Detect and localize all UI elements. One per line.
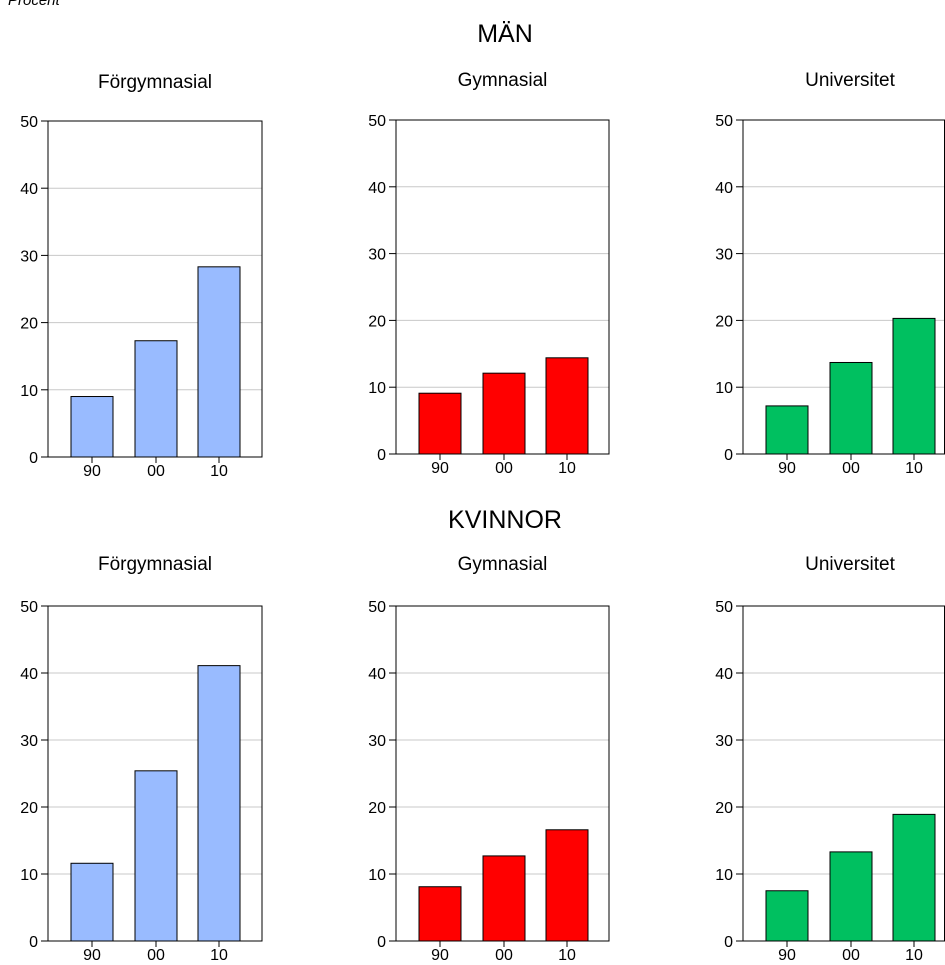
- chart-panel-4: Förgymnasial 0 10 20 30 40 50 90 00 10: [20, 554, 263, 964]
- y-tick-label: 40: [368, 180, 386, 197]
- y-tick-label: 0: [724, 934, 733, 951]
- panel-title: Universitet: [805, 554, 895, 575]
- bar: [892, 813, 936, 942]
- y-tick-label: 10: [20, 383, 38, 400]
- y-tick-label: 10: [368, 380, 386, 397]
- y-tick-label: 20: [20, 800, 38, 817]
- panel-title: Förgymnasial: [98, 554, 212, 575]
- y-tick-label: 20: [715, 313, 733, 330]
- bar: [765, 890, 809, 942]
- x-tick-label: 00: [495, 460, 513, 477]
- chart-panel-6: Universitet 0 10 20 30 40 50 90 00 10: [715, 554, 945, 964]
- y-tick-label: 20: [368, 800, 386, 817]
- y-tick-label: 10: [715, 867, 733, 884]
- group-title-men: MÄN: [477, 20, 533, 48]
- bar: [765, 405, 809, 455]
- y-tick-label: 10: [20, 867, 38, 884]
- chart-panel-5: Gymnasial 0 10 20 30 40 50 90 00 10: [368, 554, 610, 964]
- y-tick-label: 30: [715, 733, 733, 750]
- x-tick-label: 90: [778, 947, 796, 960]
- chart-panel-1: Förgymnasial 0 10 20 30 40 50 90 00 10: [20, 72, 263, 480]
- y-tick-label: 10: [368, 867, 386, 884]
- bar: [545, 829, 589, 942]
- y-tick-label: 30: [368, 247, 386, 264]
- x-tick-label: 00: [842, 947, 860, 960]
- y-tick-label: 20: [368, 313, 386, 330]
- panel-title: Universitet: [805, 70, 895, 91]
- y-tick-label: 20: [20, 316, 38, 333]
- y-tick-label: 30: [368, 733, 386, 750]
- y-tick-label: 0: [29, 934, 38, 951]
- y-tick-label: 50: [715, 113, 733, 130]
- x-tick-label: 90: [431, 947, 449, 960]
- x-tick-label: 10: [558, 460, 576, 477]
- group-title-women: KVINNOR: [448, 506, 562, 534]
- y-tick-label: 20: [715, 800, 733, 817]
- x-tick-label: 00: [495, 947, 513, 960]
- x-tick-label: 10: [210, 463, 228, 480]
- bar: [134, 770, 178, 942]
- x-tick-label: 90: [83, 947, 101, 960]
- x-tick-label: 10: [905, 947, 923, 960]
- y-tick-label: 30: [715, 247, 733, 264]
- chart-panel-2: Gymnasial 0 10 20 30 40 50 90 00 10: [368, 70, 610, 477]
- x-tick-label: 00: [147, 463, 165, 480]
- bar: [197, 266, 241, 458]
- y-tick-label: 30: [20, 733, 38, 750]
- bar: [482, 855, 526, 942]
- y-tick-label: 40: [368, 666, 386, 683]
- bar: [892, 317, 936, 455]
- panel-title: Gymnasial: [458, 554, 548, 575]
- y-tick-label: 50: [20, 599, 38, 616]
- y-tick-label: 0: [377, 934, 386, 951]
- y-tick-label: 50: [368, 599, 386, 616]
- y-tick-label: 40: [20, 181, 38, 198]
- bar: [829, 851, 873, 942]
- bar: [197, 665, 241, 942]
- chart-panel-3: Universitet 0 10 20 30 40 50 90 00 10: [715, 70, 945, 477]
- unit-label: Procent: [8, 0, 61, 9]
- x-tick-label: 00: [842, 460, 860, 477]
- y-tick-label: 40: [715, 666, 733, 683]
- panel-title: Gymnasial: [458, 70, 548, 91]
- y-tick-label: 40: [20, 666, 38, 683]
- bar: [70, 862, 114, 942]
- y-tick-label: 50: [20, 114, 38, 131]
- x-tick-label: 00: [147, 947, 165, 960]
- bar: [829, 361, 873, 455]
- bar: [418, 392, 462, 455]
- y-tick-label: 0: [29, 450, 38, 467]
- y-tick-label: 0: [377, 447, 386, 464]
- y-tick-label: 40: [715, 180, 733, 197]
- panel-title: Förgymnasial: [98, 72, 212, 93]
- y-tick-label: 0: [724, 447, 733, 464]
- y-tick-label: 30: [20, 248, 38, 265]
- bar: [545, 357, 589, 455]
- x-tick-label: 10: [210, 947, 228, 960]
- y-tick-label: 50: [368, 113, 386, 130]
- x-tick-label: 90: [83, 463, 101, 480]
- y-tick-label: 10: [715, 380, 733, 397]
- x-tick-label: 10: [558, 947, 576, 960]
- x-tick-label: 90: [778, 460, 796, 477]
- x-tick-label: 10: [905, 460, 923, 477]
- bar: [418, 886, 462, 942]
- bar: [70, 396, 114, 458]
- x-tick-label: 90: [431, 460, 449, 477]
- y-tick-label: 50: [715, 599, 733, 616]
- bar: [134, 340, 178, 458]
- bar: [482, 372, 526, 455]
